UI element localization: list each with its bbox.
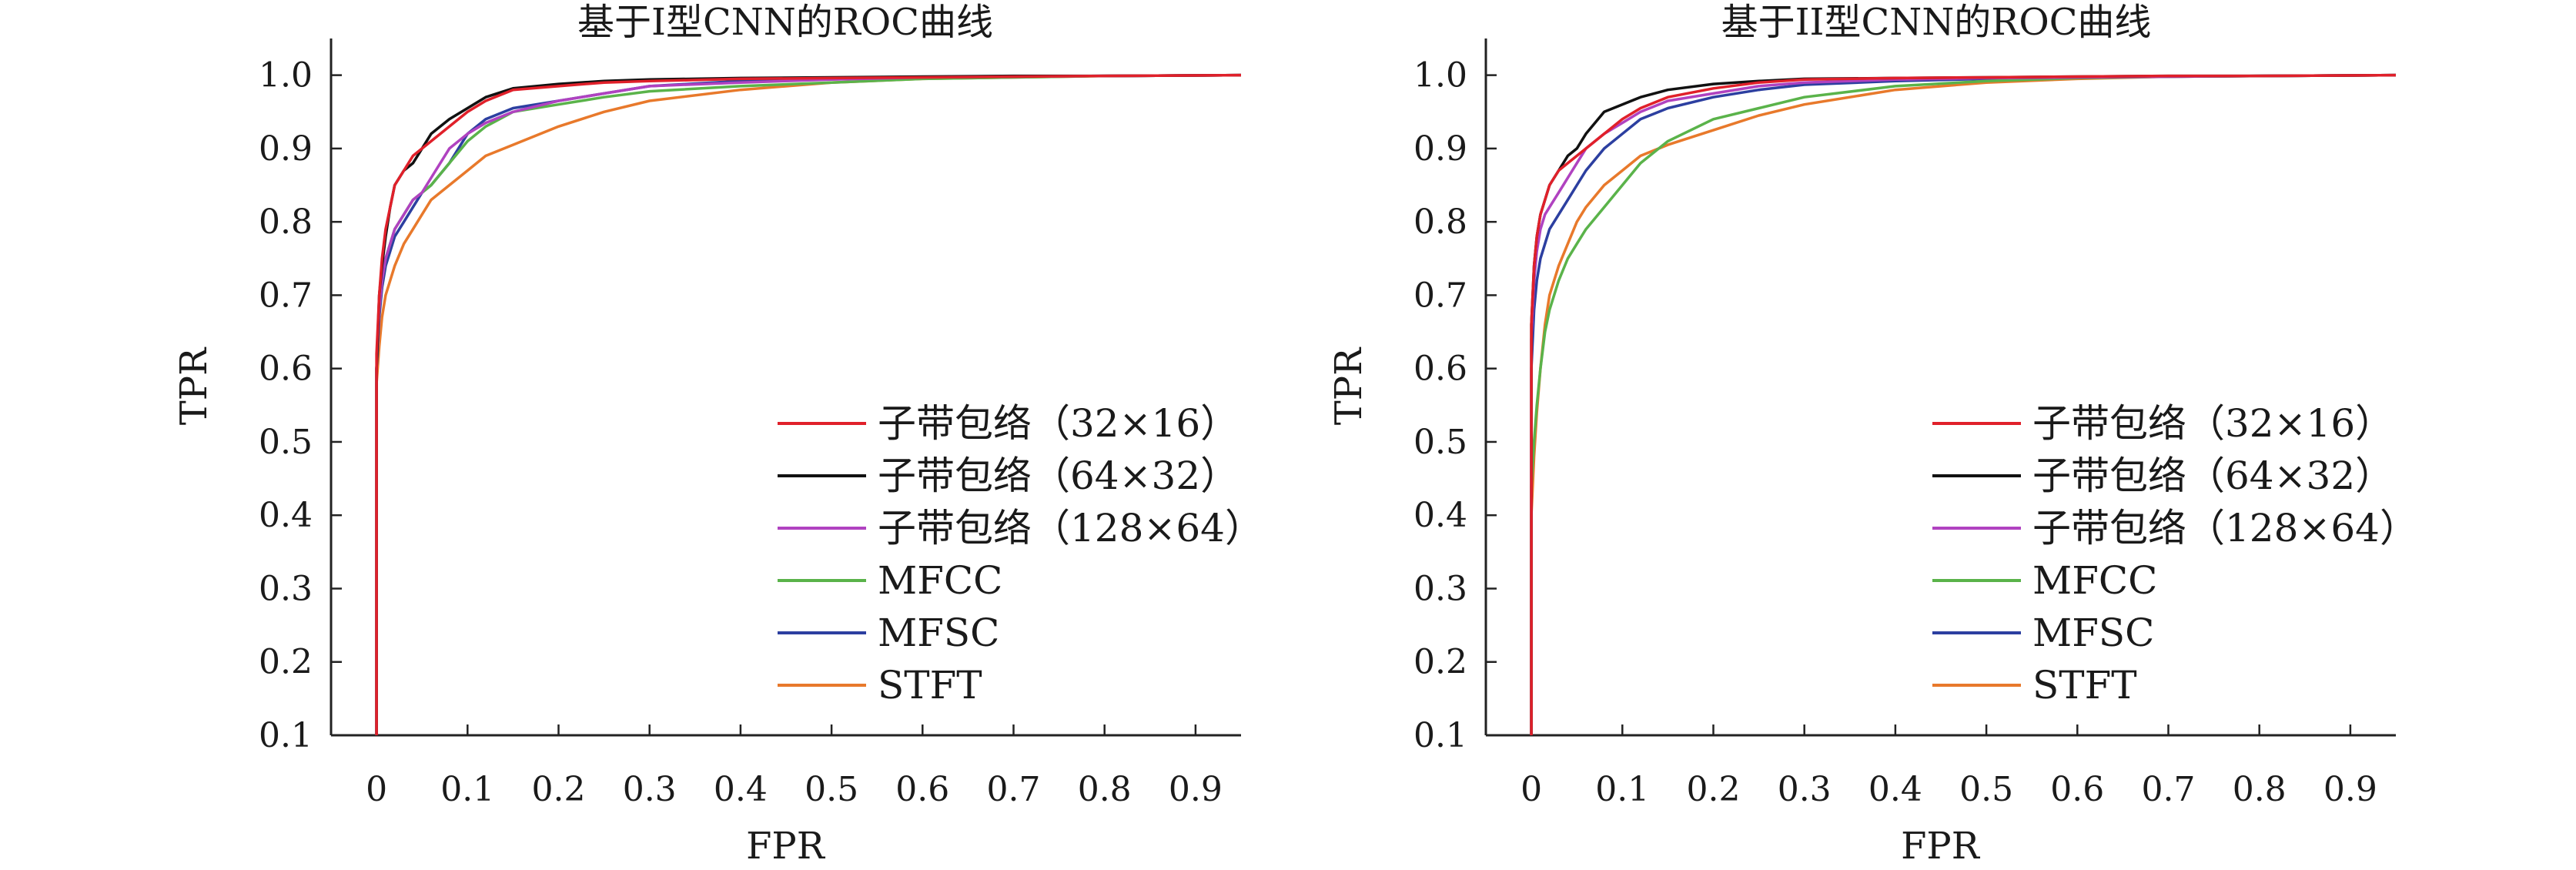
y-tick-label: 0.2 — [259, 643, 313, 682]
legend: 子带包络（32×16） 子带包络（64×32） 子带包络（128×64） MFCC MF… — [778, 401, 1263, 708]
y-tick-label: 0.9 — [259, 129, 313, 169]
x-tick-label: 0.7 — [2142, 770, 2196, 809]
x-tick-label: 0.4 — [1868, 770, 1922, 809]
x-tick-label: 0.8 — [2233, 770, 2287, 809]
y-tick-label: 0.3 — [259, 569, 313, 608]
series-line-1 — [1530, 73, 2397, 735]
x-tick-label: 0.8 — [1078, 770, 1132, 809]
legend-label: STFT — [878, 663, 982, 708]
x-tick-label: 0.2 — [532, 770, 586, 809]
y-tick-label: 0.2 — [1413, 643, 1467, 682]
y-tick-label: 0.7 — [1413, 276, 1467, 315]
chart-panel-2: 基于II型CNN的ROC曲线 0.1 0.2 0.3 0.4 0.5 0.6 0.7 0.8 0.… — [1327, 1, 2418, 868]
x-tick-label: 0.5 — [1959, 770, 2013, 809]
y-tick-label: 0.5 — [259, 423, 313, 462]
x-tick-label: 0.1 — [1595, 770, 1649, 809]
x-tick-label: 0.7 — [987, 770, 1041, 809]
chart-title: 基于I型CNN的ROC曲线 — [577, 1, 993, 44]
x-axis-label: FPR — [746, 825, 826, 868]
y-tick-label: 0.6 — [1413, 350, 1467, 389]
x-tick-label: 0 — [1521, 770, 1542, 809]
x-tick-label: 0.1 — [440, 770, 494, 809]
y-tick-label: 0.4 — [259, 496, 313, 535]
legend-label: MFSC — [2032, 611, 2154, 655]
y-tick-label: 0.7 — [259, 276, 313, 315]
y-tick-label: 1.0 — [1413, 56, 1467, 95]
x-tick-label: 0.9 — [2323, 770, 2377, 809]
y-tick-label: 0.5 — [1413, 423, 1467, 462]
y-tick-label: 0.8 — [1413, 202, 1467, 242]
y-axis-label: TPR — [172, 346, 216, 425]
chart-panel-1: 基于I型CNN的ROC曲线 0.1 0.2 0.3 0.4 0.5 0.6 0.7 0.8 0.9… — [172, 1, 1263, 868]
series-line-1 — [375, 73, 1242, 735]
legend: 子带包络（32×16） 子带包络（64×32） 子带包络（128×64） MFCC MF… — [1932, 401, 2418, 708]
x-tick-label: 0.4 — [714, 770, 768, 809]
x-tick-label: 0.9 — [1169, 770, 1223, 809]
legend-label: 子带包络（128×64） — [2032, 506, 2418, 550]
legend-label: 子带包络（128×64） — [878, 506, 1263, 550]
legend-label: 子带包络（32×16） — [878, 401, 1239, 446]
y-tick-label: 0.3 — [1413, 569, 1467, 608]
y-tick-label: 0.1 — [1413, 716, 1467, 755]
series-line-4 — [1530, 73, 2397, 735]
legend-label: STFT — [2032, 663, 2137, 708]
x-tick-label: 0.3 — [623, 770, 677, 809]
y-tick-label: 0.9 — [1413, 129, 1467, 169]
y-tick-label: 1.0 — [259, 56, 313, 95]
y-axis-label: TPR — [1327, 346, 1370, 425]
y-tick-label: 0.4 — [1413, 496, 1467, 535]
y-tick-label: 0.1 — [259, 716, 313, 755]
legend-label: MFCC — [2032, 558, 2157, 603]
legend-label: MFSC — [878, 611, 999, 655]
legend-label: MFCC — [878, 558, 1002, 603]
x-axis-label: FPR — [1901, 825, 1981, 868]
x-tick-label: 0.2 — [1687, 770, 1741, 809]
x-tick-label: 0.3 — [1778, 770, 1832, 809]
x-tick-label: 0 — [366, 770, 387, 809]
chart-title: 基于II型CNN的ROC曲线 — [1721, 1, 2152, 44]
x-tick-label: 0.6 — [895, 770, 949, 809]
y-tick-label: 0.8 — [259, 202, 313, 242]
legend-label: 子带包络（32×16） — [2032, 401, 2394, 446]
y-tick-label: 0.6 — [259, 350, 313, 389]
legend-label: 子带包络（64×32） — [878, 453, 1239, 498]
x-tick-label: 0.6 — [2050, 770, 2104, 809]
legend-label: 子带包络（64×32） — [2032, 453, 2394, 498]
x-tick-label: 0.5 — [805, 770, 858, 809]
